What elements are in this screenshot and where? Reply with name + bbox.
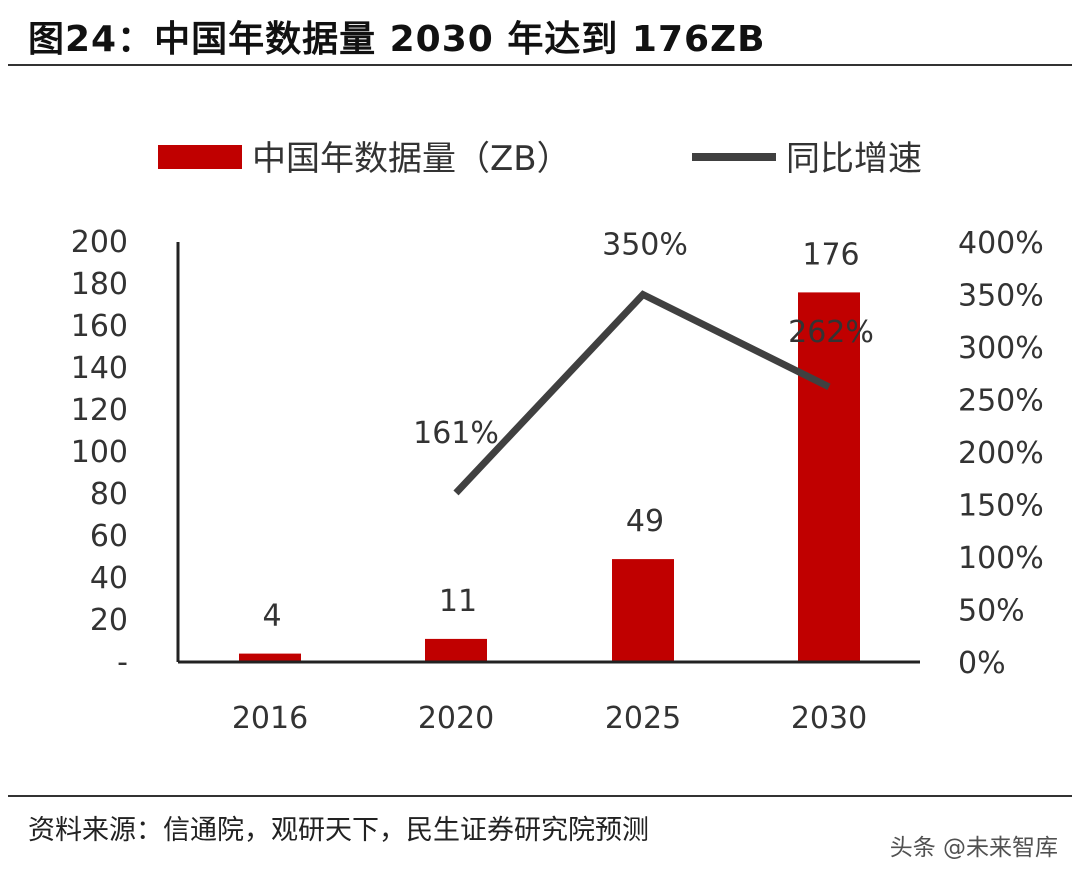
- legend: 中国年数据量（ZB） 同比增速: [158, 139, 922, 179]
- left-tick-label: -: [117, 645, 128, 680]
- watermark: 头条 @未来智库: [889, 835, 1058, 861]
- bar: [612, 559, 674, 662]
- source-note: 资料来源：信通院，观研天下，民生证券研究院预测: [28, 815, 649, 846]
- left-axis-ticks: - 20 40 60 80 100 120 140 160 180 200: [71, 225, 128, 680]
- left-tick-label: 160: [71, 309, 128, 344]
- legend-line-label: 同比增速: [786, 139, 922, 179]
- x-tick-label: 2025: [605, 701, 681, 736]
- chart-title: 图24：中国年数据量 2030 年达到 176ZB: [28, 19, 766, 60]
- left-tick-label: 180: [71, 267, 128, 302]
- legend-bar-label: 中国年数据量（ZB）: [252, 139, 571, 179]
- left-tick-label: 200: [71, 225, 128, 260]
- right-tick-label: 350%: [958, 279, 1044, 314]
- left-tick-label: 120: [71, 393, 128, 428]
- line-data-label: 350%: [602, 228, 688, 263]
- line-data-label: 161%: [413, 416, 499, 451]
- left-tick-label: 20: [90, 603, 128, 638]
- right-tick-label: 300%: [958, 331, 1044, 366]
- bar-data-label: 11: [439, 584, 477, 619]
- line-data-label: 262%: [788, 315, 874, 350]
- bar-data-label: 49: [626, 504, 664, 539]
- x-tick-label: 2016: [232, 701, 308, 736]
- data-labels: 4 11 49 176 161% 350% 262%: [262, 228, 873, 634]
- legend-bar-swatch: [158, 145, 242, 169]
- top-divider: [8, 64, 1072, 66]
- bar: [425, 638, 487, 662]
- bar: [239, 653, 301, 662]
- left-tick-label: 140: [71, 351, 128, 386]
- right-tick-label: 150%: [958, 489, 1044, 524]
- right-tick-label: 400%: [958, 226, 1044, 261]
- bar-data-label: 4: [262, 599, 281, 634]
- right-tick-label: 50%: [958, 594, 1025, 629]
- left-tick-label: 80: [90, 477, 128, 512]
- left-tick-label: 100: [71, 435, 128, 470]
- right-tick-label: 0%: [958, 646, 1006, 681]
- growth-line-series: [453, 290, 831, 496]
- right-tick-label: 100%: [958, 541, 1044, 576]
- left-tick-label: 40: [90, 561, 128, 596]
- growth-line: [453, 290, 831, 496]
- bar: [798, 292, 860, 662]
- x-axis-ticks: 2016 2020 2025 2030: [232, 701, 867, 736]
- bar-data-label: 176: [802, 237, 859, 272]
- chart: 中国年数据量（ZB） 同比增速 - 20 40 60 80 100 120 140 160 180…: [71, 139, 1044, 736]
- x-tick-label: 2030: [791, 701, 867, 736]
- bars: [239, 292, 860, 662]
- right-tick-label: 200%: [958, 436, 1044, 471]
- right-axis-ticks: 0% 50% 100% 150% 200% 250% 300% 350% 400%: [958, 226, 1044, 681]
- left-tick-label: 60: [90, 519, 128, 554]
- x-tick-label: 2020: [418, 701, 494, 736]
- bottom-divider: [8, 795, 1072, 797]
- right-tick-label: 250%: [958, 384, 1044, 419]
